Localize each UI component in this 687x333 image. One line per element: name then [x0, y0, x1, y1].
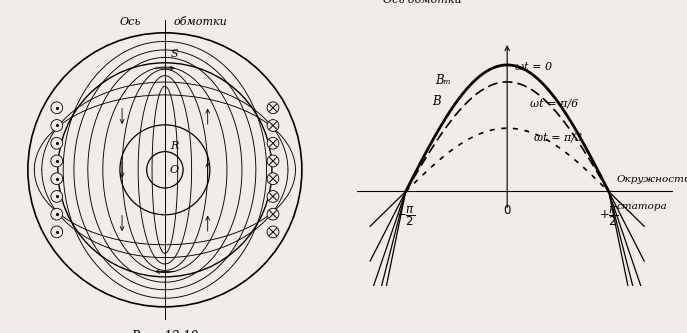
- Text: R: R: [170, 141, 179, 151]
- Text: ωt = π/6: ωt = π/6: [530, 99, 578, 109]
- Circle shape: [51, 102, 63, 114]
- Circle shape: [51, 120, 63, 132]
- Circle shape: [267, 190, 279, 202]
- Text: O: O: [169, 165, 179, 175]
- Text: $0$: $0$: [503, 204, 512, 217]
- Text: Bₘ: Bₘ: [436, 74, 451, 87]
- Text: ωt = 0: ωt = 0: [515, 63, 552, 73]
- Circle shape: [51, 155, 63, 167]
- Text: $-\dfrac{\pi}{2}$: $-\dfrac{\pi}{2}$: [396, 204, 416, 228]
- Text: $+\dfrac{\pi}{2}$: $+\dfrac{\pi}{2}$: [599, 204, 618, 228]
- Circle shape: [267, 155, 279, 167]
- Text: S: S: [170, 49, 178, 59]
- Text: статора: статора: [616, 201, 667, 210]
- Text: обмотки: обмотки: [173, 17, 227, 27]
- Text: Окружность: Окружность: [616, 175, 687, 184]
- Circle shape: [267, 102, 279, 114]
- Circle shape: [267, 208, 279, 220]
- Text: Рис.  12.19: Рис. 12.19: [131, 330, 199, 333]
- Circle shape: [51, 208, 63, 220]
- Circle shape: [51, 226, 63, 238]
- Text: Ось обмотки: Ось обмотки: [383, 0, 461, 5]
- Circle shape: [51, 190, 63, 202]
- Text: Ось: Ось: [120, 17, 142, 27]
- Circle shape: [267, 137, 279, 149]
- Circle shape: [51, 137, 63, 149]
- Circle shape: [267, 226, 279, 238]
- Text: B: B: [433, 95, 441, 108]
- Text: ωt = π/3: ωt = π/3: [534, 133, 583, 143]
- Circle shape: [51, 173, 63, 184]
- Circle shape: [267, 120, 279, 132]
- Circle shape: [267, 173, 279, 184]
